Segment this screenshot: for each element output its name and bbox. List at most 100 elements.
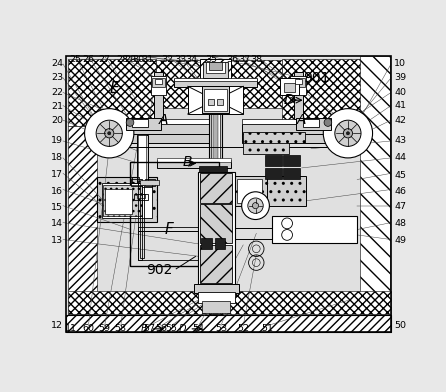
Bar	[265, 168, 282, 179]
Text: 43: 43	[394, 136, 406, 145]
Bar	[137, 135, 148, 183]
Text: 55: 55	[165, 324, 177, 333]
Text: 53: 53	[215, 324, 227, 333]
Bar	[97, 124, 215, 135]
Bar	[66, 315, 391, 332]
Circle shape	[105, 129, 114, 138]
Bar	[267, 176, 306, 207]
Text: B: B	[183, 155, 193, 169]
Text: 41: 41	[394, 101, 406, 110]
Text: 21: 21	[51, 102, 63, 111]
Text: 44: 44	[394, 153, 406, 162]
Bar	[237, 180, 262, 203]
Bar	[156, 60, 229, 108]
Circle shape	[347, 132, 350, 135]
Bar	[67, 58, 390, 314]
Text: 18: 18	[51, 153, 63, 162]
Text: 42: 42	[394, 116, 406, 125]
Text: 26: 26	[83, 55, 95, 64]
Bar	[140, 185, 144, 258]
Bar	[68, 126, 97, 314]
Circle shape	[96, 120, 122, 146]
Bar	[130, 162, 219, 266]
Bar	[139, 135, 146, 183]
Bar	[131, 180, 141, 186]
Text: 19: 19	[51, 136, 63, 145]
Bar	[126, 118, 161, 130]
Bar	[209, 60, 223, 314]
Bar	[174, 80, 257, 87]
Text: 60: 60	[83, 324, 95, 333]
Bar	[145, 180, 155, 186]
Bar	[200, 204, 232, 243]
Text: 23: 23	[51, 73, 63, 82]
Bar	[194, 284, 239, 294]
Bar	[105, 189, 132, 214]
Bar	[200, 59, 231, 81]
Text: 13: 13	[51, 236, 63, 245]
Bar	[68, 291, 391, 314]
Circle shape	[85, 109, 134, 158]
Text: 30: 30	[132, 55, 145, 64]
Text: 12: 12	[51, 321, 63, 330]
Bar	[140, 180, 158, 185]
Text: 49: 49	[394, 236, 406, 245]
Bar	[229, 60, 282, 108]
Bar	[174, 78, 257, 81]
Bar	[232, 176, 267, 207]
Text: 48: 48	[394, 219, 406, 228]
Bar	[265, 155, 282, 166]
Text: 47: 47	[394, 202, 406, 211]
Circle shape	[242, 192, 269, 220]
Bar	[132, 177, 139, 183]
Circle shape	[211, 96, 220, 105]
Bar	[211, 60, 220, 314]
Bar	[200, 245, 232, 283]
Bar	[243, 140, 289, 154]
Text: 56: 56	[155, 324, 167, 333]
Bar	[283, 155, 300, 166]
Bar	[139, 183, 142, 260]
Text: 58: 58	[115, 324, 127, 333]
Text: 15: 15	[51, 203, 63, 212]
Bar	[198, 292, 235, 303]
Text: 52: 52	[237, 324, 249, 333]
Text: A: A	[158, 113, 168, 127]
Bar	[208, 99, 214, 105]
Bar	[157, 160, 231, 168]
Bar	[204, 89, 227, 111]
Text: 28: 28	[116, 55, 128, 64]
Text: D: D	[179, 324, 186, 334]
Bar	[303, 120, 318, 127]
Bar	[103, 185, 141, 216]
Text: 59: 59	[99, 324, 111, 333]
Bar	[200, 173, 232, 203]
Circle shape	[126, 119, 134, 126]
Bar	[151, 76, 166, 95]
Circle shape	[324, 119, 332, 126]
Bar	[294, 73, 303, 119]
Text: 46: 46	[394, 187, 406, 196]
Bar	[132, 120, 148, 127]
Bar	[206, 62, 225, 73]
Circle shape	[252, 203, 259, 209]
Text: 32: 32	[161, 55, 173, 64]
Text: 24: 24	[51, 60, 63, 69]
Bar	[283, 168, 300, 179]
Text: 14: 14	[51, 219, 63, 228]
Bar	[280, 78, 299, 95]
Bar	[155, 79, 162, 84]
Text: 17: 17	[51, 171, 63, 180]
Text: 45: 45	[394, 171, 406, 180]
Bar	[282, 59, 390, 125]
Circle shape	[335, 120, 361, 146]
Bar	[139, 227, 210, 231]
Bar	[154, 73, 163, 119]
Circle shape	[248, 198, 263, 213]
Text: 31: 31	[142, 55, 154, 64]
Bar	[295, 79, 302, 84]
Bar	[360, 56, 390, 314]
Text: 36: 36	[227, 55, 239, 64]
Bar	[293, 78, 305, 87]
Bar	[102, 183, 152, 218]
